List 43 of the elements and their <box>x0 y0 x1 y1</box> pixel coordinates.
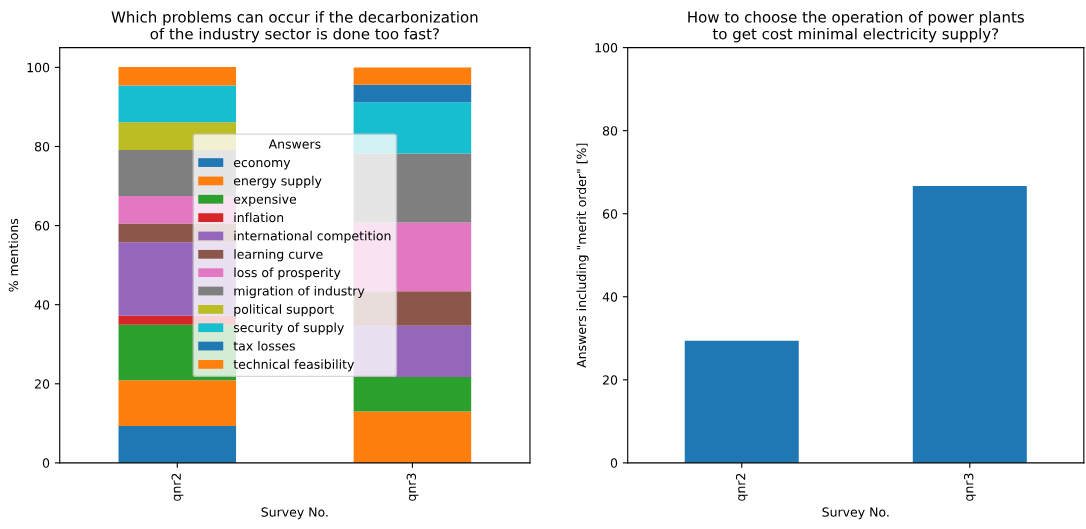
legend-label: loss of prosperity <box>234 267 341 280</box>
legend-label: economy <box>233 159 291 170</box>
x-tick-label: qnr3 <box>963 473 976 501</box>
y-axis-title: % mentions <box>8 218 19 292</box>
legend-label: security of supply <box>233 322 344 335</box>
legend-label: learning curve <box>234 249 323 262</box>
legend-label: energy supply <box>233 175 322 188</box>
y-tick-label: 0 <box>610 458 618 468</box>
y-tick-label: 100 <box>27 62 50 73</box>
y-tick-label: 20 <box>35 379 50 389</box>
y-tick-label: 100 <box>595 43 618 53</box>
legend-label: technical feasibility <box>233 359 355 372</box>
y-tick-label: 60 <box>602 209 618 219</box>
legend-label: expensive <box>233 194 297 207</box>
y-tick-label: 20 <box>603 375 618 385</box>
y-tick-label: 80 <box>34 141 50 152</box>
bar <box>353 377 472 412</box>
y-axis-title: Answers including "merit order" [%] <box>576 143 589 368</box>
bar <box>118 85 237 123</box>
bar <box>353 411 472 463</box>
bar <box>353 84 472 103</box>
x-axis-title: Survey No. <box>261 507 328 520</box>
chart-title: How to choose the operation of power plants to get cost minimal electricity supply? <box>688 11 1024 43</box>
bar <box>118 66 237 86</box>
legend-label: inflation <box>234 212 284 223</box>
y-tick-label: 80 <box>602 126 618 136</box>
x-axis-title: Survey No. <box>822 507 889 520</box>
legend-title: Answers <box>268 139 321 149</box>
bar <box>118 380 237 427</box>
legend-label: migration of industry <box>234 285 365 298</box>
legend-label: political support <box>234 304 334 317</box>
legend-label: international competition <box>234 230 391 243</box>
y-tick-label: 0 <box>42 458 50 468</box>
chart-title: Which problems can occur if the decarbonization of the industry sector is done too fast? <box>111 11 478 43</box>
legend-label: tax losses <box>233 340 295 351</box>
y-tick-label: 40 <box>602 292 618 302</box>
x-tick-label: qnr2 <box>735 473 748 501</box>
x-tick-label: qnr3 <box>406 473 419 501</box>
y-tick-label: 60 <box>34 221 50 231</box>
x-tick-label: qnr2 <box>171 473 184 501</box>
bar <box>118 426 237 463</box>
y-tick-label: 40 <box>34 300 50 310</box>
bar <box>353 67 472 85</box>
